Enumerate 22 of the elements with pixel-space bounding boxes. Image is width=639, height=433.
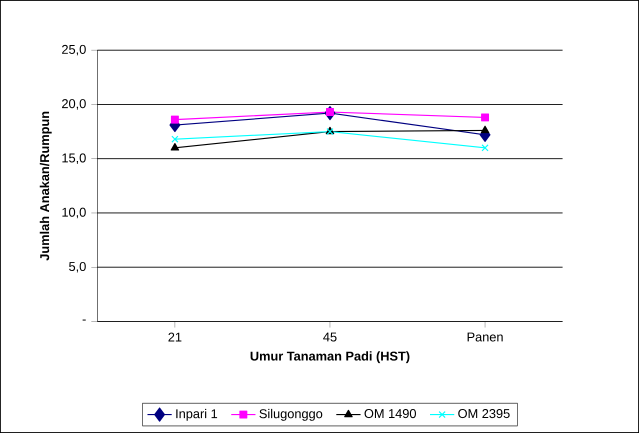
point [481, 144, 489, 152]
legend-label: Silugonggo [259, 408, 322, 421]
point [171, 136, 178, 143]
y-tick-label: 15,0 [62, 153, 86, 164]
x-tick-label: Panen [468, 332, 503, 342]
legend-label: Inpari 1 [176, 408, 218, 421]
point [170, 116, 179, 124]
point [481, 113, 490, 122]
y-tick-label: 5,0 [69, 262, 86, 273]
point [170, 143, 180, 151]
y-axis-title: Jumlah Anakan/Rumpun [40, 112, 52, 261]
x-tick-label: 45 [323, 332, 337, 342]
y-tick-label: - [82, 320, 86, 321]
y-tick-label: 25,0 [62, 44, 86, 56]
legend-label: OM 1490 [364, 409, 416, 418]
y-tick-label: 10,0 [62, 208, 86, 218]
point [326, 108, 334, 116]
legend-label: OM 2395 [458, 409, 510, 418]
y-tick-label: 20,0 [62, 99, 86, 110]
x-tick-label: 21 [168, 332, 182, 342]
point [480, 126, 490, 134]
x-axis-title: Umur Tanaman Padi (HST) [250, 351, 410, 364]
